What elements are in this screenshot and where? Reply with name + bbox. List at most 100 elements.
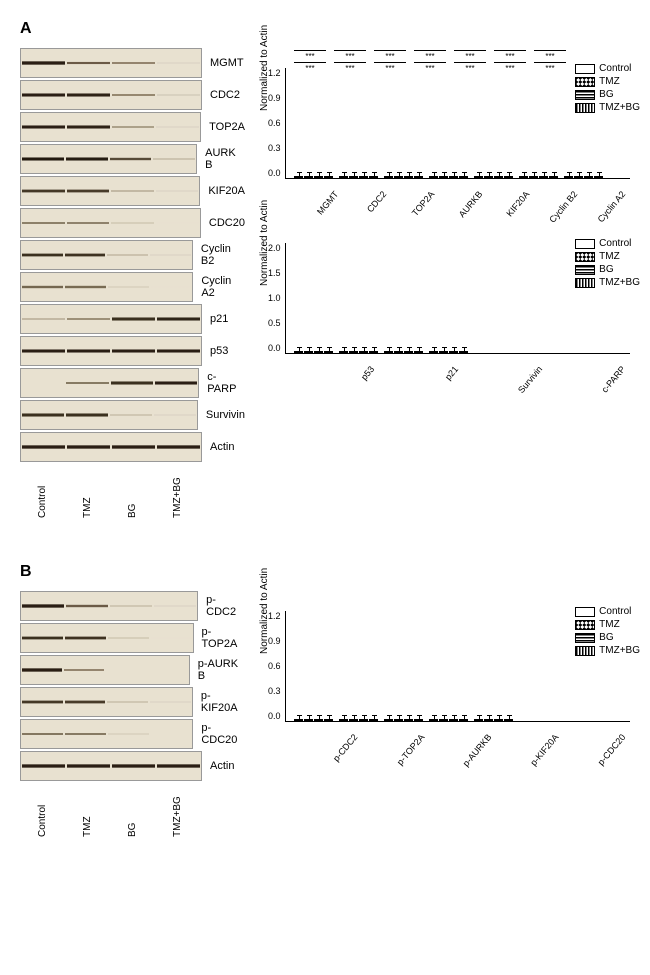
blot-band bbox=[22, 242, 63, 268]
x-label: Cyclin A2 bbox=[594, 183, 648, 239]
blot-label: p-KIF20A bbox=[201, 690, 245, 714]
blot-label: KIF20A bbox=[208, 185, 245, 197]
x-label: KIF20A bbox=[499, 183, 553, 239]
blot-band bbox=[156, 114, 199, 140]
legend-item: TMZ+BG bbox=[575, 277, 640, 288]
blot-row: CDC20 bbox=[20, 208, 245, 238]
bar bbox=[449, 351, 458, 353]
blot-band bbox=[67, 50, 110, 76]
blot-band bbox=[65, 721, 106, 747]
x-label: Cyclin B2 bbox=[546, 183, 600, 239]
blot-row: Survivin bbox=[20, 400, 245, 430]
blot-band bbox=[157, 434, 200, 460]
bar bbox=[564, 176, 573, 178]
blot-band bbox=[22, 753, 65, 779]
bar bbox=[384, 351, 393, 353]
blot-band bbox=[22, 434, 65, 460]
blot-band bbox=[111, 210, 154, 236]
blot-band bbox=[22, 114, 65, 140]
blot-band bbox=[151, 721, 192, 747]
bar-group bbox=[474, 176, 513, 178]
bar bbox=[349, 176, 358, 178]
bar bbox=[504, 719, 513, 721]
blot-band bbox=[65, 274, 106, 300]
blot-row: KIF20A bbox=[20, 176, 245, 206]
blot-label: p-CDC20 bbox=[201, 722, 245, 746]
blot-row: CDC2 bbox=[20, 80, 245, 110]
blot-band bbox=[65, 625, 106, 651]
bar-group bbox=[474, 719, 513, 721]
blot-row: p-CDC20 bbox=[20, 719, 245, 749]
legend-item: BG bbox=[575, 632, 640, 643]
bar-group bbox=[339, 176, 378, 178]
blot-band bbox=[112, 306, 155, 332]
blot-band bbox=[108, 274, 149, 300]
blot-band bbox=[66, 370, 108, 396]
bar-group bbox=[429, 176, 468, 178]
x-label: p-AURKB bbox=[448, 726, 514, 797]
blot-band bbox=[67, 753, 110, 779]
blot-band bbox=[107, 242, 148, 268]
bar bbox=[459, 719, 468, 721]
bar bbox=[394, 351, 403, 353]
bar-group bbox=[384, 719, 423, 721]
blot-row: p-TOP2A bbox=[20, 623, 245, 653]
x-label: p53 bbox=[320, 358, 397, 441]
bar bbox=[324, 176, 333, 178]
blot-row: p21 bbox=[20, 304, 245, 334]
blot-band bbox=[112, 753, 155, 779]
blot-band bbox=[22, 274, 63, 300]
blot-row: c-PARP bbox=[20, 368, 245, 398]
bar-group bbox=[384, 351, 423, 353]
blot-band bbox=[151, 274, 192, 300]
panel-b-chart: Normalized to Actin 0.00.30.60.91.2 p-CD… bbox=[285, 611, 630, 756]
blot-label: Cyclin B2 bbox=[201, 243, 245, 267]
legend-item: Control bbox=[575, 606, 640, 617]
bar bbox=[359, 176, 368, 178]
blot-label: CDC20 bbox=[209, 217, 245, 229]
bar bbox=[594, 176, 603, 178]
blot-band bbox=[157, 753, 200, 779]
x-label: p-CDC20 bbox=[582, 726, 648, 797]
bar bbox=[359, 351, 368, 353]
legend-item: TMZ bbox=[575, 619, 640, 630]
x-label: p-TOP2A bbox=[381, 726, 447, 797]
blot-band bbox=[22, 146, 64, 172]
bar bbox=[349, 719, 358, 721]
panel-b-charts: Normalized to Actin 0.00.30.60.91.2 p-CD… bbox=[285, 611, 630, 842]
bar bbox=[384, 176, 393, 178]
blot-band bbox=[66, 593, 108, 619]
bar bbox=[459, 176, 468, 178]
bar bbox=[474, 719, 483, 721]
bar bbox=[584, 176, 593, 178]
bar bbox=[494, 176, 503, 178]
blot-label: p21 bbox=[210, 313, 228, 325]
x-label: p-KIF20A bbox=[515, 726, 581, 797]
blot-row: p-AURK B bbox=[20, 655, 245, 685]
x-label: c-PARP bbox=[571, 358, 648, 441]
blot-band bbox=[110, 593, 152, 619]
bar bbox=[394, 176, 403, 178]
bar bbox=[294, 719, 303, 721]
x-label: TOP2A bbox=[403, 183, 457, 239]
bar bbox=[324, 351, 333, 353]
bar-group bbox=[384, 176, 423, 178]
bar bbox=[519, 176, 528, 178]
blot-band bbox=[110, 402, 152, 428]
bar bbox=[294, 176, 303, 178]
bar bbox=[474, 176, 483, 178]
blot-band bbox=[67, 178, 110, 204]
bar bbox=[439, 351, 448, 353]
bar bbox=[439, 176, 448, 178]
blot-band bbox=[22, 657, 62, 683]
blot-band bbox=[67, 82, 110, 108]
bar bbox=[429, 719, 438, 721]
blot-band bbox=[106, 657, 146, 683]
bar bbox=[314, 176, 323, 178]
bar bbox=[574, 176, 583, 178]
blot-band bbox=[65, 242, 106, 268]
blot-band bbox=[150, 242, 191, 268]
blot-row: MGMT bbox=[20, 48, 245, 78]
bar bbox=[404, 351, 413, 353]
legend-item: TMZ bbox=[575, 76, 640, 87]
